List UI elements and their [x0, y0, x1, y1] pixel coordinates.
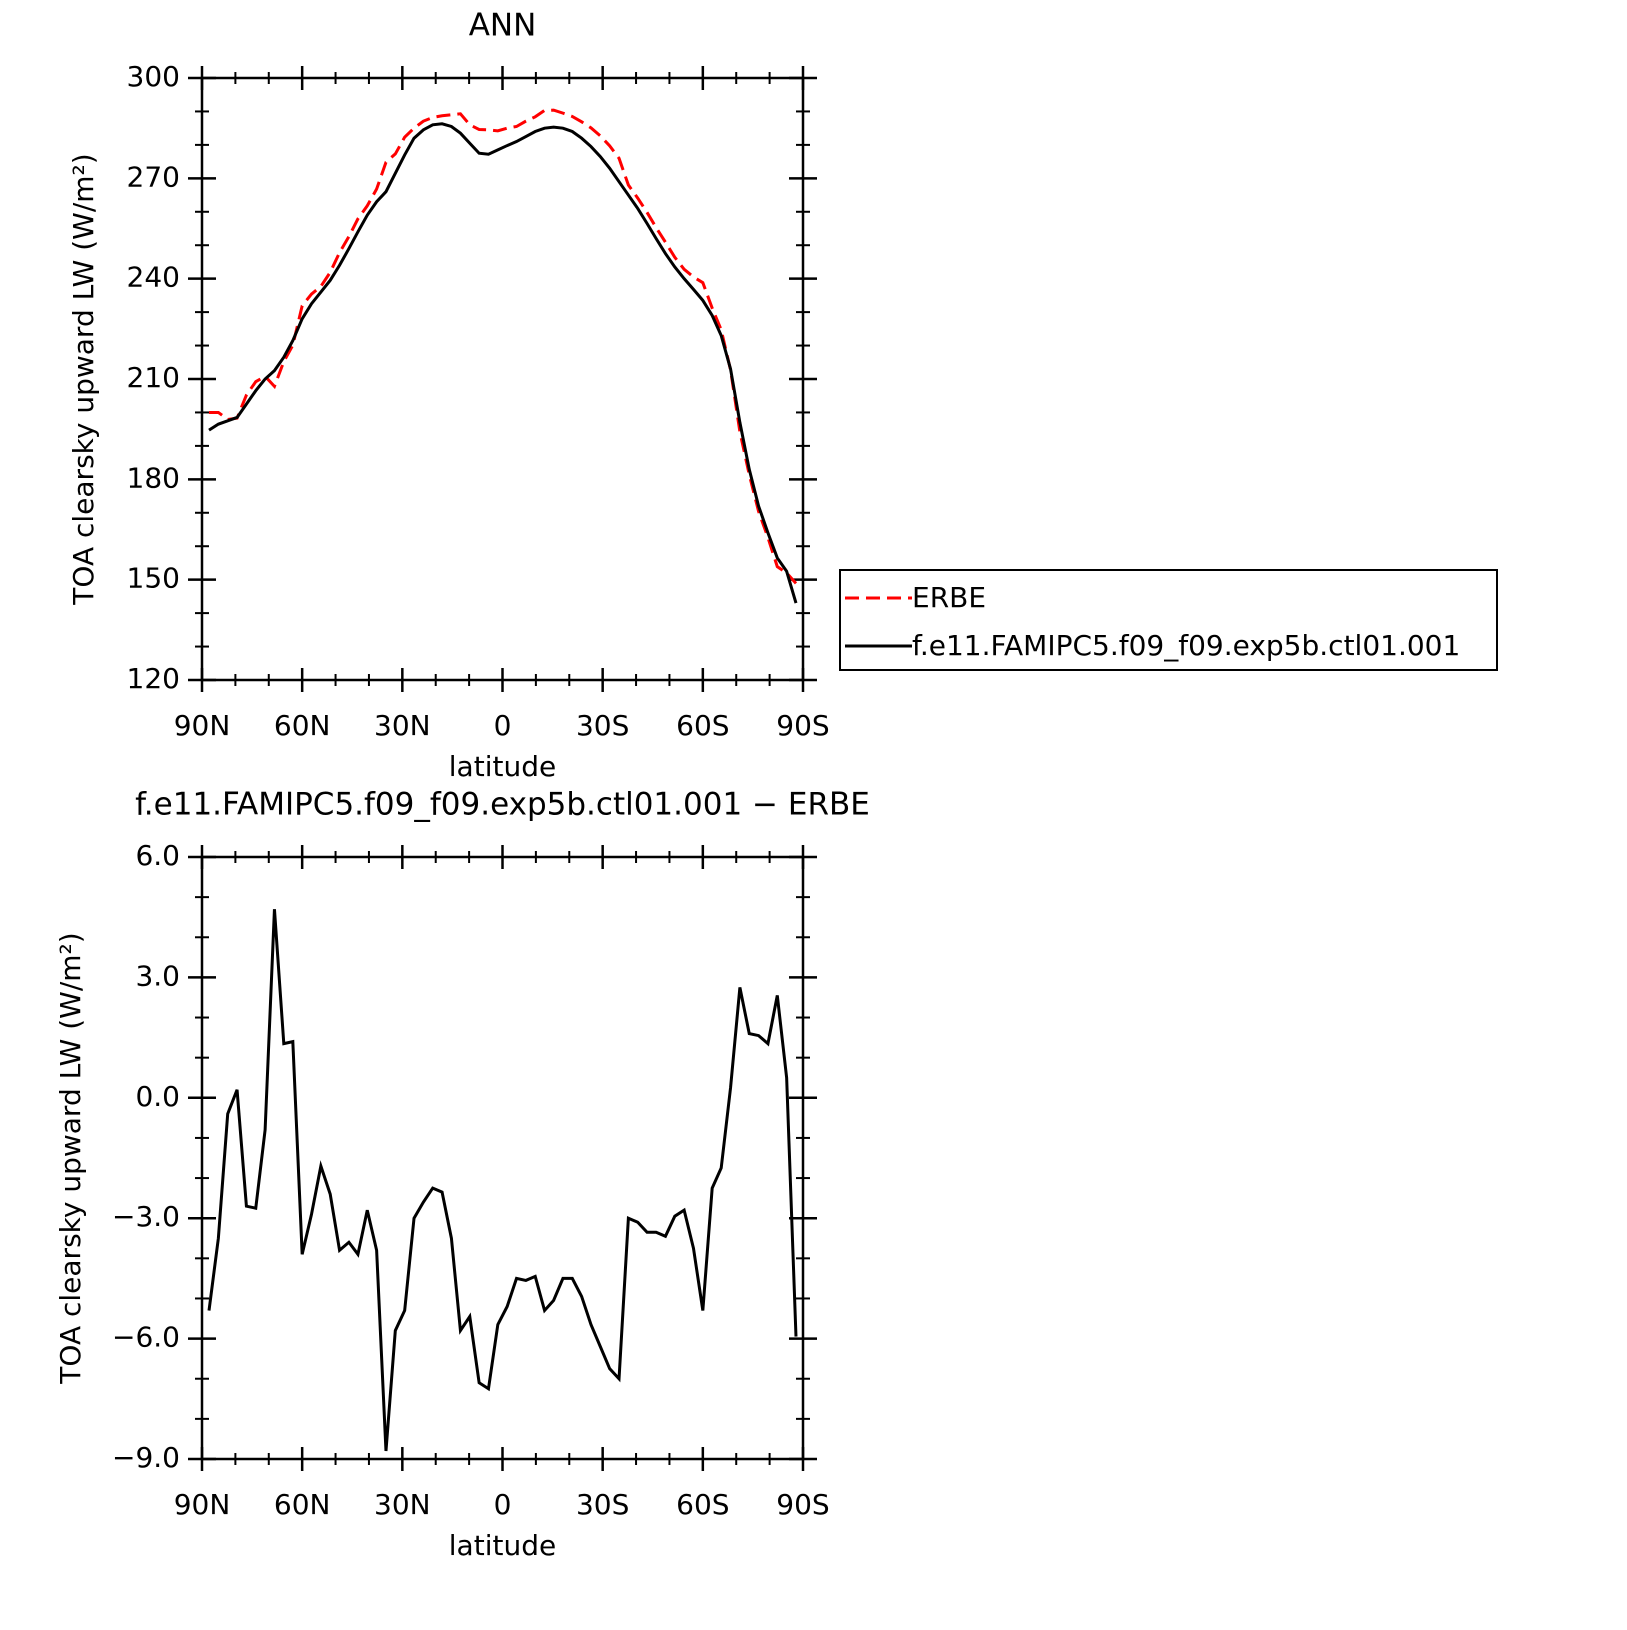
y-tick-label: 3.0: [135, 959, 180, 992]
y-tick-label: 270: [127, 160, 180, 193]
plot-frame: [200, 855, 805, 1461]
y-tick-label: 300: [127, 60, 180, 93]
y-tick-label: 240: [127, 261, 180, 294]
legend-label: ERBE: [912, 581, 986, 614]
y-tick-label: 180: [127, 461, 180, 494]
x-tick-label: 60S: [676, 1488, 729, 1521]
x-tick-label: 90S: [776, 709, 829, 742]
y-tick-label: 210: [127, 361, 180, 394]
legend-box: [839, 569, 1498, 671]
y-tick-label: 6.0: [135, 839, 180, 872]
x-tick-label: 60N: [274, 709, 331, 742]
chart-title: f.e11.FAMIPC5.f09_f09.exp5b.ctl01.001 − …: [135, 787, 870, 823]
y-tick-label: 0.0: [135, 1080, 180, 1113]
x-tick-label: 30N: [374, 1488, 431, 1521]
x-tick-label: 90S: [776, 1488, 829, 1521]
x-tick-label: 0: [494, 709, 512, 742]
y-tick-label: 150: [127, 562, 180, 595]
x-tick-label: 60N: [274, 1488, 331, 1521]
plot-frame: [200, 76, 805, 682]
data-line: [207, 909, 798, 1452]
legend-label: f.e11.FAMIPC5.f09_f09.exp5b.ctl01.001: [912, 629, 1460, 662]
x-tick-label: 30S: [576, 709, 629, 742]
y-tick-label: −9.0: [112, 1441, 180, 1474]
data-line: [209, 108, 798, 585]
y-tick-label: −6.0: [112, 1321, 180, 1354]
x-axis-label: latitude: [449, 750, 556, 783]
x-tick-label: 90N: [174, 1488, 231, 1521]
y-axis-label: TOA clearsky upward LW (W/m²): [54, 932, 87, 1384]
chart-title: ANN: [469, 8, 537, 44]
x-axis-label: latitude: [449, 1529, 556, 1562]
x-tick-label: 30N: [374, 709, 431, 742]
y-tick-label: −3.0: [112, 1200, 180, 1233]
x-tick-label: 0: [494, 1488, 512, 1521]
y-axis-label: TOA clearsky upward LW (W/m²): [67, 153, 100, 605]
x-tick-label: 90N: [174, 709, 231, 742]
y-tick-label: 120: [127, 662, 180, 695]
data-line: [208, 122, 798, 604]
x-tick-label: 30S: [576, 1488, 629, 1521]
x-tick-label: 60S: [676, 709, 729, 742]
